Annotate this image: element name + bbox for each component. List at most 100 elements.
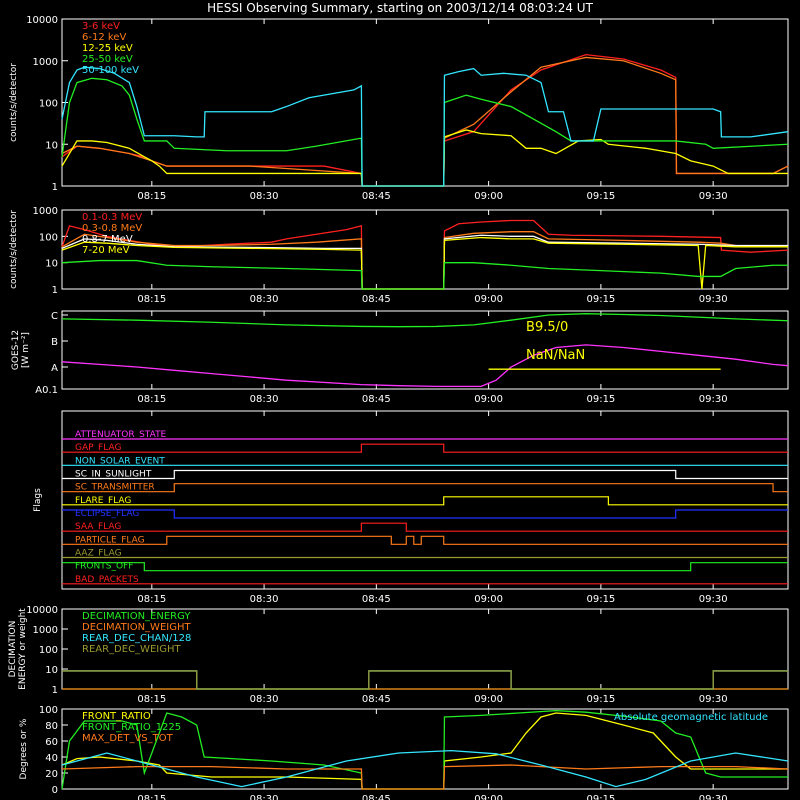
panel-decimation-xtick-label: 08:45: [362, 694, 391, 705]
panel-rate2-ytick-label: 100: [39, 232, 58, 243]
flag-line-eclipse_flag: [62, 509, 788, 519]
figure-title: HESSI Observing Summary, starting on 200…: [207, 1, 593, 15]
panel-flags-xtick-label: 08:45: [362, 594, 391, 605]
panel-rate-xtick-label: 09:00: [474, 191, 503, 202]
series-line-ratio-2: [61, 764, 789, 790]
series-line-rate2-1: [61, 231, 788, 290]
legend-entry: 50-100 keV: [82, 65, 139, 76]
panel-ratio: 08:15 08:30 08:45 09:00 09:15 09:30 Degrees or…: [19, 705, 789, 800]
legend-entry: 0.1-0.3 MeV: [82, 212, 142, 223]
legend-entry: REAR_DEC_WEIGHT: [82, 644, 181, 655]
series-line-goes-1: [61, 344, 789, 388]
panel-flags-xtick-label: 08:15: [137, 594, 166, 605]
flag-label: PARTICLE_FLAG: [75, 535, 145, 545]
series-line-decimation-2: [62, 670, 788, 690]
panel-decimation-unit-ylabel: ENERGY or weight: [18, 608, 28, 690]
panel-rate-xtick-label: 09:15: [586, 191, 615, 202]
panel-flags: 08:15 08:30 08:45 09:00 09:15 09:30 Flags ATTEN…: [33, 410, 789, 605]
panel-rate-ytick-label: 1000: [33, 57, 58, 68]
legend-entry: 25-50 keV: [82, 54, 133, 65]
flag-label: GAP_FLAG: [75, 443, 121, 453]
panel-rate2-xtick-label: 08:30: [250, 294, 279, 305]
flag-line-sc_in_sunlight: [62, 469, 788, 480]
flag-label: SAA_FLAG: [75, 522, 121, 532]
flag-line-sc_transmitter: [62, 483, 788, 493]
flag-line-flare_flag: [62, 496, 788, 506]
panel-goes-unit-ylabel: [W m⁻²]: [21, 332, 31, 368]
panel-rate2-ytick-label: 10: [45, 259, 58, 270]
panel-goes-ytick-label: C: [51, 311, 58, 322]
legend-entry: 0.8-7 MeV: [82, 234, 133, 245]
series-line-ratio-3: [61, 749, 789, 788]
flag-label: ATTENUATOR_STATE: [75, 430, 167, 440]
geomag-annotation: Absolute geomagnetic latitude: [614, 712, 768, 723]
panel-ratio-xtick-label: 09:00: [474, 794, 503, 800]
flag-label: ECLIPSE_FLAG: [75, 509, 139, 519]
legend-entry: 3-6 keV: [82, 21, 120, 32]
panel-goes-ylabel: GOES-12: [11, 330, 21, 370]
panel-flags-xtick-label: 08:30: [250, 594, 279, 605]
panel-goes-xtick-label: 09:30: [699, 394, 728, 405]
flag-line-gap_flag: [62, 443, 788, 453]
panel-goes-xtick-label: 09:15: [586, 394, 615, 405]
panel-rate-ytick-label: 100: [39, 99, 58, 110]
series-line-rate2-0: [61, 219, 789, 290]
panel-decimation-ytick-label: 10000: [26, 605, 58, 616]
series-line-rate-1: [61, 56, 789, 187]
panel-decimation-xtick-label: 09:15: [586, 694, 615, 705]
panel-rate2-xtick-label: 09:00: [474, 294, 503, 305]
panel-rate-xtick-label: 08:15: [137, 191, 166, 202]
flag-label: SC_TRANSMITTER: [75, 483, 155, 493]
panel-ratio-ylabel: Degrees or %: [19, 718, 29, 779]
panel-decimation-ytick-label: 100: [39, 645, 58, 656]
legend-entry: 6-12 keV: [82, 32, 126, 43]
panel-flags-xtick-label: 09:15: [586, 594, 615, 605]
panel-rate-xtick-label: 09:30: [699, 191, 728, 202]
panel-rate2-xtick-label: 08:15: [137, 294, 166, 305]
panel-flags-ylabel: Flags: [33, 488, 43, 512]
panel-decimation-xtick-label: 08:15: [137, 694, 166, 705]
panel-decimation-xtick-label: 09:30: [699, 694, 728, 705]
panel-goes-ytick-label: A: [51, 363, 58, 374]
panel-goes-ytick-label: A0.1: [35, 385, 58, 396]
flag-label: FLARE_FLAG: [75, 496, 131, 506]
panel-ratio-ytick-label: 40: [45, 753, 58, 764]
series-line-rate2-3: [61, 236, 788, 290]
panel-flags-xtick-label: 09:00: [474, 594, 503, 605]
panel-ratio-xtick-label: 09:30: [699, 794, 728, 800]
panel-rate-xtick-label: 08:45: [362, 191, 391, 202]
series-line-decimation-3: [62, 670, 788, 690]
legend-entry: FRONT_RATIO: [82, 711, 151, 722]
panel-goes: 08:15 08:30 08:45 09:00 09:15 09:30 GOES-12 [W …: [11, 310, 789, 405]
panel-decimation-xtick-label: 09:00: [474, 694, 503, 705]
series-line-rate-3: [61, 77, 789, 187]
panel-rate-ytick-label: 1: [52, 182, 58, 193]
legend-entry: REAR_DEC_CHAN/128: [82, 633, 191, 644]
panel-ratio-xtick-label: 08:15: [137, 794, 166, 800]
series-line-rate2-2: [61, 234, 788, 290]
panel-flags-frame: [61, 410, 789, 590]
panel-decimation-ylabel: DECIMATION: [8, 621, 18, 678]
panel-ratio-xtick-label: 09:15: [586, 794, 615, 800]
panel-rate2-ytick-label: 1000: [33, 206, 58, 217]
flag-label: SC_IN_SUNLIGHT: [75, 470, 152, 480]
panel-ratio-ytick-label: 100: [39, 705, 58, 716]
flag-label: AAZ_FLAG: [75, 549, 122, 559]
panel-rate2-xtick-label: 09:15: [586, 294, 615, 305]
panel-rate-ytick-label: 10: [45, 140, 58, 151]
panel-decimation-xtick-label: 08:30: [250, 694, 279, 705]
legend-entry: 12-25 keV: [82, 43, 133, 54]
legend-entry: MAX_DET_VS_TOT: [82, 733, 174, 744]
panel-rate2-xtick-label: 09:30: [699, 294, 728, 305]
panel-goes-xtick-label: 09:00: [474, 394, 503, 405]
goes-annotation: B9.5/0: [526, 320, 568, 335]
legend-entry: 0.3-0.8 MeV: [82, 223, 142, 234]
series-line-ratio-0: [61, 712, 788, 790]
panel-rate-frame: [61, 18, 789, 187]
panel-rate-xtick-label: 08:30: [250, 191, 279, 202]
flag-label: FRONTS_OFF: [75, 562, 133, 572]
panel-rate-ytick-label: 10000: [26, 15, 58, 26]
flag-line-fronts_off: [62, 562, 788, 572]
panel-ratio-xtick-label: 08:30: [250, 794, 279, 800]
